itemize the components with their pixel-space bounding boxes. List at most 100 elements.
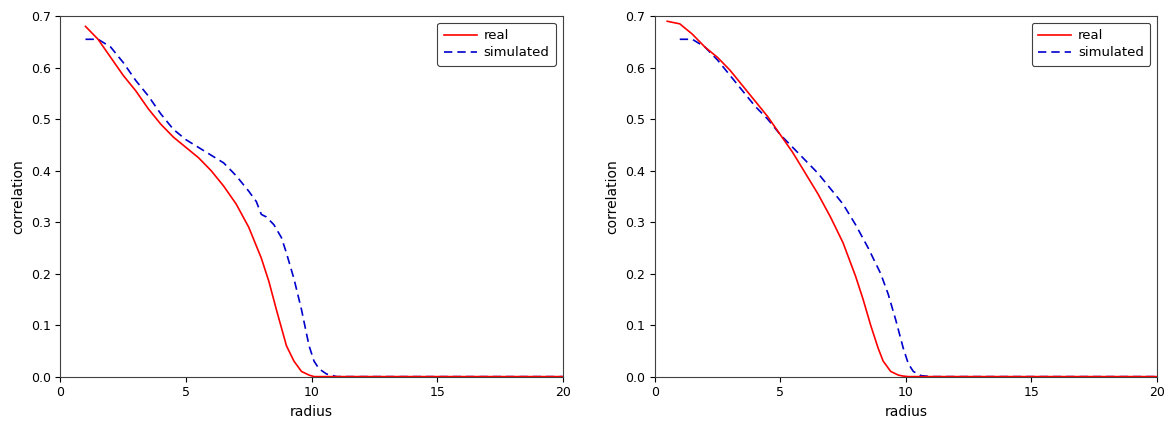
real <box>856 297 870 302</box>
real <box>307 374 321 379</box>
real <box>280 343 294 348</box>
simulated <box>810 171 824 176</box>
simulated <box>320 372 334 377</box>
real <box>773 132 787 137</box>
simulated <box>896 346 910 351</box>
real <box>294 369 308 374</box>
simulated <box>430 374 445 379</box>
X-axis label: radius: radius <box>290 405 333 419</box>
real <box>871 346 886 351</box>
real <box>179 145 193 150</box>
simulated <box>1024 374 1038 379</box>
real <box>1024 374 1038 379</box>
simulated <box>274 235 288 240</box>
real <box>823 215 837 220</box>
simulated <box>141 93 155 98</box>
simulated <box>103 44 118 49</box>
real <box>786 150 800 155</box>
simulated <box>748 104 762 109</box>
simulated <box>154 111 168 117</box>
real <box>141 106 155 111</box>
simulated <box>329 374 343 379</box>
simulated <box>861 245 875 250</box>
real <box>318 374 332 379</box>
real <box>254 255 268 261</box>
Legend: real, simulated: real, simulated <box>437 23 556 66</box>
real <box>673 21 687 26</box>
simulated <box>280 250 294 255</box>
simulated <box>1150 374 1164 379</box>
simulated <box>267 222 281 227</box>
real <box>302 372 316 378</box>
Line: simulated: simulated <box>86 39 562 377</box>
Line: simulated: simulated <box>680 39 1157 377</box>
simulated <box>91 37 105 42</box>
X-axis label: radius: radius <box>884 405 928 419</box>
simulated <box>555 374 569 379</box>
simulated <box>166 127 180 132</box>
real <box>761 114 775 119</box>
simulated <box>836 202 850 207</box>
real <box>836 240 850 245</box>
real <box>863 322 877 328</box>
simulated <box>901 361 915 366</box>
real <box>329 374 343 379</box>
real <box>203 168 218 173</box>
real <box>103 55 118 60</box>
simulated <box>673 37 687 42</box>
simulated <box>229 173 243 178</box>
real <box>116 73 131 78</box>
real <box>876 359 890 364</box>
simulated <box>907 369 921 374</box>
real <box>1150 374 1164 379</box>
real <box>735 83 749 88</box>
simulated <box>312 366 326 372</box>
real <box>555 374 569 379</box>
simulated <box>294 307 308 312</box>
simulated <box>79 37 93 42</box>
simulated <box>128 78 142 83</box>
simulated <box>710 57 724 62</box>
simulated <box>287 276 301 281</box>
real <box>166 135 180 140</box>
simulated <box>881 292 895 297</box>
real <box>91 37 105 42</box>
simulated <box>799 158 813 163</box>
real <box>430 374 445 379</box>
real <box>154 122 168 127</box>
real <box>697 44 711 49</box>
real <box>883 369 897 374</box>
Y-axis label: correlation: correlation <box>11 159 25 234</box>
real <box>262 279 276 284</box>
real <box>901 374 915 379</box>
real <box>896 374 910 379</box>
real <box>891 372 906 378</box>
simulated <box>686 37 700 42</box>
simulated <box>823 186 837 191</box>
real <box>686 31 700 37</box>
simulated <box>249 199 263 204</box>
simulated <box>116 60 131 65</box>
simulated <box>242 189 256 194</box>
real <box>911 374 926 379</box>
simulated <box>259 215 273 220</box>
simulated <box>179 137 193 142</box>
simulated <box>849 222 863 227</box>
simulated <box>697 44 711 49</box>
real <box>799 171 813 176</box>
simulated <box>723 73 737 78</box>
real <box>192 155 206 160</box>
real <box>79 24 93 29</box>
simulated <box>914 373 928 378</box>
simulated <box>216 160 230 166</box>
real <box>849 273 863 279</box>
real <box>229 202 243 207</box>
real <box>748 98 762 104</box>
simulated <box>307 359 321 364</box>
real <box>660 18 674 24</box>
real <box>710 55 724 60</box>
simulated <box>924 374 938 379</box>
simulated <box>302 343 316 348</box>
real <box>269 307 283 312</box>
simulated <box>889 317 903 322</box>
